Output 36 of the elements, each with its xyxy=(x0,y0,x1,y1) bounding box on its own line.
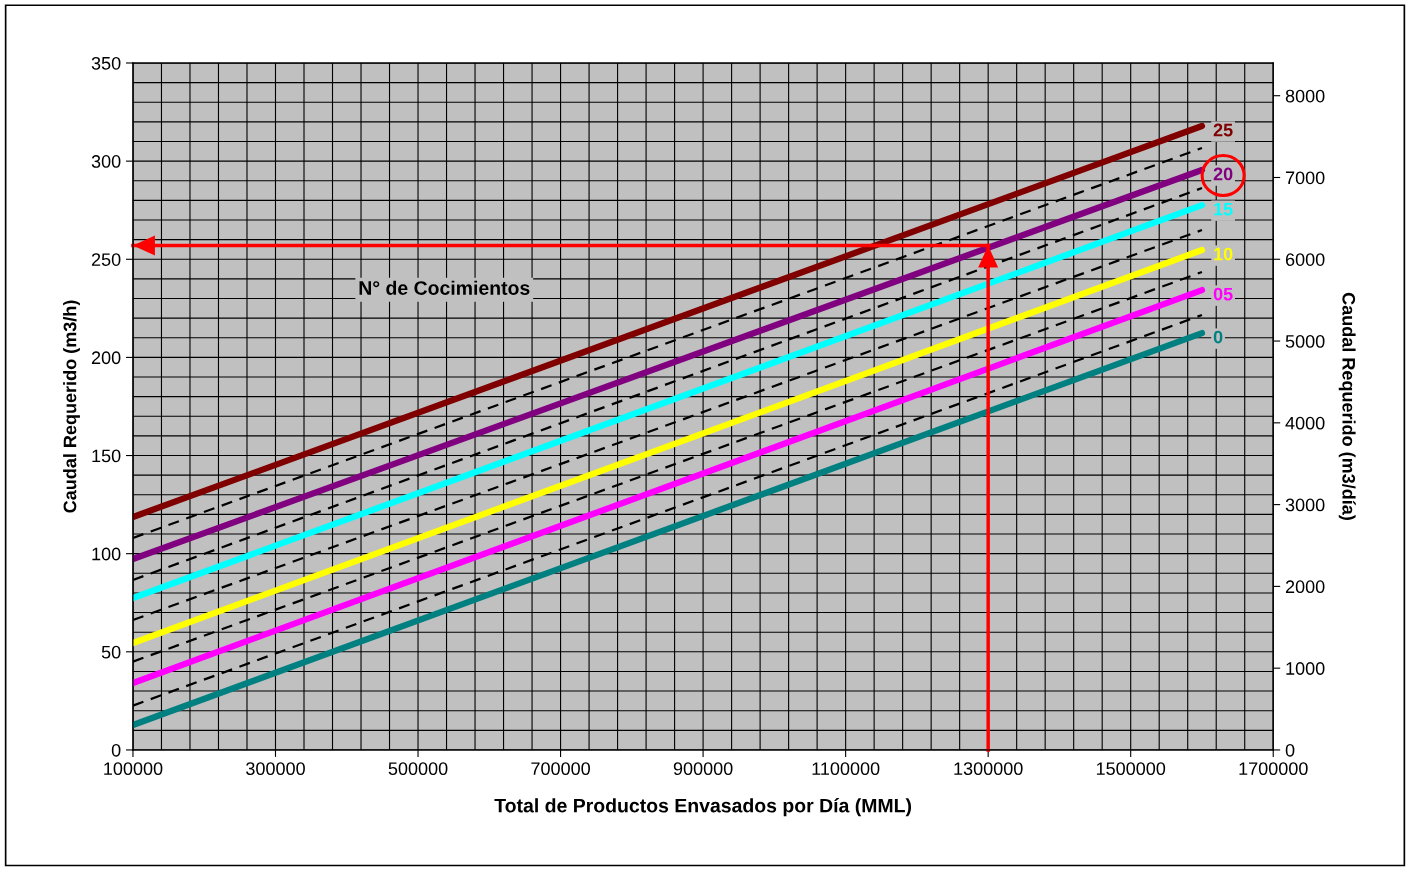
y2-tick-label: 2000 xyxy=(1285,580,1325,594)
y-tick-label: 150 xyxy=(92,449,121,463)
x-tick-label: 500000 xyxy=(388,762,448,776)
series-label: 0 xyxy=(1213,330,1223,344)
x-tick-label: 1300000 xyxy=(954,762,1023,776)
x-tick-label: 300000 xyxy=(246,762,305,776)
y2-tick-label: 8000 xyxy=(1285,89,1325,103)
y2-tick-label: 6000 xyxy=(1285,253,1325,266)
y2-tick-label: 3000 xyxy=(1285,498,1325,512)
y-tick-label: 300 xyxy=(91,155,121,168)
x-tick-label: 700000 xyxy=(531,762,590,776)
series-label: 10 xyxy=(1214,247,1233,261)
y-axis-title: Caudal Requerido (m3/h) xyxy=(63,300,80,513)
series-label: 05 xyxy=(1213,287,1233,301)
y-tick-label: 50 xyxy=(101,645,121,659)
series-label: 20 xyxy=(1213,167,1233,181)
x-tick-label: 900000 xyxy=(673,762,733,776)
y-tick-label: 200 xyxy=(91,351,121,365)
y2-tick-label: 7000 xyxy=(1285,171,1325,185)
annotation: N° de Cocimientos xyxy=(359,280,530,295)
series-label: 15 xyxy=(1214,202,1233,216)
y2-tick-label: 4000 xyxy=(1285,416,1325,430)
y-tick-label: 100 xyxy=(92,547,121,561)
x-tick-label: 1700000 xyxy=(1239,762,1308,776)
x-tick-label: 100000 xyxy=(104,762,163,776)
y2-tick-label: 1000 xyxy=(1286,662,1325,675)
y2-tick-label: 5000 xyxy=(1285,334,1325,348)
y-tick-label: 350 xyxy=(91,56,121,70)
x-tick-label: 1100000 xyxy=(812,762,880,776)
series-label: 25 xyxy=(1213,123,1233,137)
y-tick-label: 250 xyxy=(91,253,121,266)
x-axis-title: Total de Productos Envasados por Día (MML) xyxy=(494,798,912,817)
x-tick-label: 1500000 xyxy=(1096,762,1166,776)
y-tick-label: 0 xyxy=(111,743,121,757)
y2-tick-label: 0 xyxy=(1285,743,1295,757)
y2-axis-title: Caudal Requerido (m3/día) xyxy=(1338,292,1356,520)
